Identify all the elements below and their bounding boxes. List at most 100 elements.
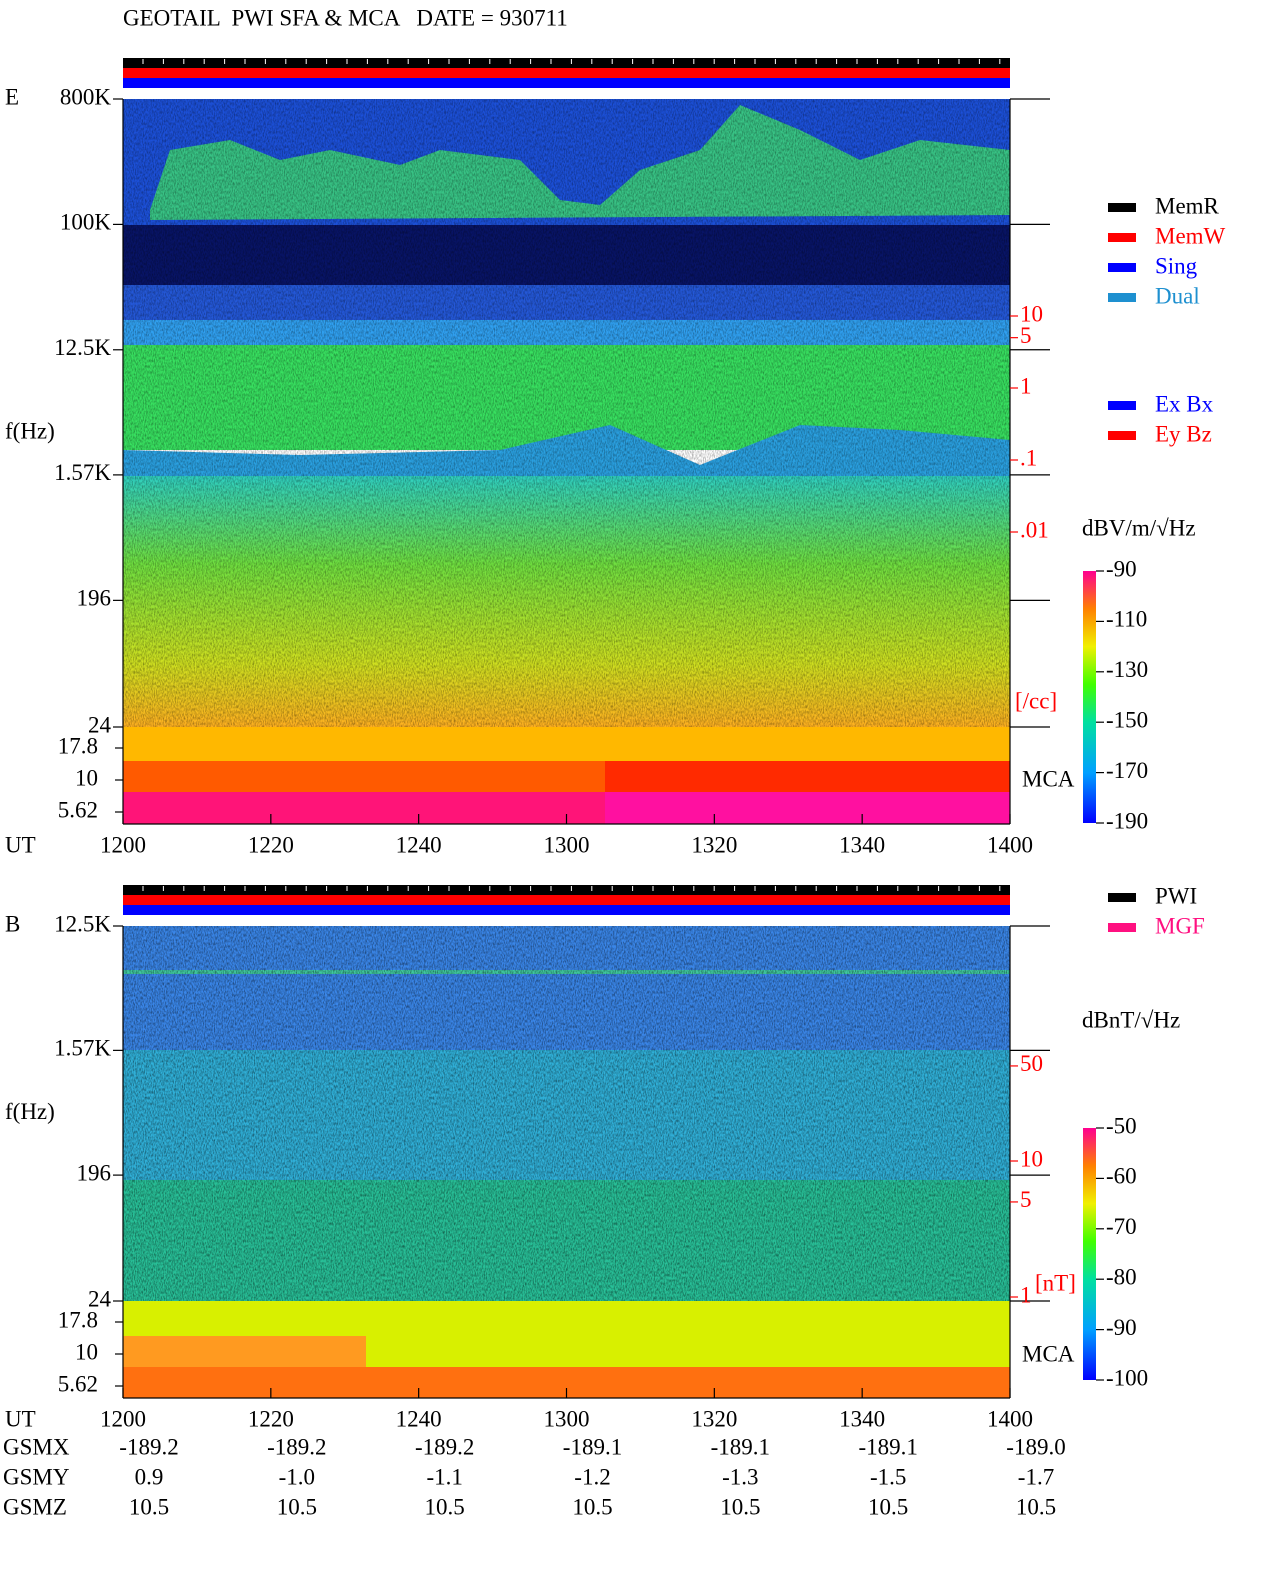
orbit-value: -1.2 <box>574 1464 610 1489</box>
legend-label: Sing <box>1155 253 1198 278</box>
y-tick-label: 24 <box>88 1286 112 1311</box>
y-axis-label: f(Hz) <box>5 418 55 443</box>
x-tick-label: 1340 <box>839 1406 885 1431</box>
side-tick-label: 50 <box>1020 1051 1043 1076</box>
y-tick-label: 196 <box>77 1160 112 1185</box>
side-unit: [nT] <box>1035 1270 1076 1295</box>
orbit-value: -1.3 <box>722 1464 758 1489</box>
legend-swatch <box>1108 401 1136 410</box>
mca-tick-label: 10 <box>75 1339 98 1364</box>
x-axis-label: UT <box>5 832 36 857</box>
colorbar-tick-label: -90 <box>1106 1315 1137 1340</box>
legend-label: MGF <box>1155 913 1205 938</box>
legend-swatch <box>1108 203 1136 212</box>
panel-label: E <box>5 84 19 109</box>
x-tick-label: 1240 <box>396 832 442 857</box>
y-tick-label: 800K <box>60 84 112 109</box>
x-tick-label: 1340 <box>839 832 885 857</box>
mca-tick-label: 5.62 <box>58 1371 98 1396</box>
x-tick-label: 1220 <box>248 1406 294 1431</box>
legend-swatch <box>1108 893 1136 902</box>
colorbar-tick-label: -170 <box>1106 758 1148 783</box>
y-tick-label: 196 <box>77 586 112 611</box>
orbit-label: GSMY <box>3 1464 70 1489</box>
orbit-label: GSMZ <box>3 1494 67 1519</box>
legend-label: PWI <box>1155 883 1197 908</box>
status-bar <box>123 885 1010 895</box>
orbit-value: -189.2 <box>415 1434 474 1459</box>
colorbar-unit: dBV/m/√Hz <box>1082 515 1196 540</box>
x-axis-label: UT <box>5 1406 36 1431</box>
x-tick-label: 1300 <box>544 832 590 857</box>
orbit-value: -189.2 <box>119 1434 178 1459</box>
x-tick-label: 1200 <box>100 832 146 857</box>
y-tick-label: 1.57K <box>54 460 111 485</box>
mca-label: MCA <box>1022 1341 1075 1366</box>
status-bar <box>123 68 1010 78</box>
side-tick-label: 10 <box>1020 1146 1043 1171</box>
orbit-value: -1.0 <box>279 1464 315 1489</box>
side-tick-label: 5 <box>1020 1187 1032 1212</box>
side-tick-label: 1 <box>1020 373 1032 398</box>
mca-tick-label: 5.62 <box>58 797 98 822</box>
colorbar-tick-label: -90 <box>1106 556 1137 581</box>
legend-swatch <box>1108 923 1136 932</box>
orbit-value: 10.5 <box>425 1494 465 1519</box>
orbit-value: 10.5 <box>1016 1494 1056 1519</box>
orbit-value: -189.1 <box>858 1434 917 1459</box>
status-bar <box>123 78 1010 88</box>
side-tick-label: .1 <box>1020 445 1037 470</box>
x-tick-label: 1220 <box>248 832 294 857</box>
x-tick-label: 1320 <box>691 1406 737 1431</box>
colorbar-tick-label: -110 <box>1106 607 1147 632</box>
orbit-value: -189.1 <box>563 1434 622 1459</box>
y-tick-label: 12.5K <box>54 335 111 360</box>
colorbar-tick-label: -130 <box>1106 657 1148 682</box>
legend-label: MemR <box>1155 193 1220 218</box>
orbit-value: -189.2 <box>267 1434 326 1459</box>
colorbar-tick-label: -60 <box>1106 1164 1137 1189</box>
x-tick-label: 1320 <box>691 832 737 857</box>
side-tick-label: 5 <box>1020 323 1032 348</box>
orbit-value: -1.7 <box>1018 1464 1054 1489</box>
legend-label: Dual <box>1155 283 1200 308</box>
orbit-value: -1.5 <box>870 1464 906 1489</box>
orbit-value: -189.1 <box>711 1434 770 1459</box>
y-tick-label: 12.5K <box>54 911 111 936</box>
y-tick-label: 24 <box>88 712 112 737</box>
colorbar-tick-label: -50 <box>1106 1113 1137 1138</box>
side-tick-label: 1 <box>1020 1282 1032 1307</box>
orbit-value: 10.5 <box>129 1494 169 1519</box>
legend-swatch <box>1108 431 1136 440</box>
mca-tick-label: 17.8 <box>58 1307 98 1332</box>
mca-label: MCA <box>1022 766 1075 791</box>
orbit-value: 0.9 <box>135 1464 164 1489</box>
orbit-value: -1.1 <box>426 1464 462 1489</box>
title: GEOTAIL PWI SFA & MCA DATE = 930711 <box>123 5 568 30</box>
orbit-value: 10.5 <box>572 1494 612 1519</box>
x-tick-label: 1300 <box>544 1406 590 1431</box>
orbit-value: -189.0 <box>1006 1434 1065 1459</box>
spectrogram-b <box>123 926 1010 1398</box>
status-bar <box>123 58 1010 68</box>
colorbar-unit: dBnT/√Hz <box>1082 1007 1180 1032</box>
colorbar-tick-label: -80 <box>1106 1264 1137 1289</box>
mca-tick-label: 10 <box>75 765 98 790</box>
side-tick-label: 10 <box>1020 301 1043 326</box>
legend-swatch <box>1108 233 1136 242</box>
legend-label: Ey Bz <box>1155 421 1212 446</box>
x-tick-label: 1240 <box>396 1406 442 1431</box>
colorbar-e <box>1083 571 1096 823</box>
side-unit: [/cc] <box>1015 688 1057 713</box>
status-bar <box>123 895 1010 905</box>
colorbar-tick-label: -100 <box>1106 1365 1148 1390</box>
legend-swatch <box>1108 263 1136 272</box>
legend-label: Ex Bx <box>1155 391 1214 416</box>
legend-swatch <box>1108 293 1136 302</box>
orbit-value: 10.5 <box>868 1494 908 1519</box>
y-tick-label: 1.57K <box>54 1036 111 1061</box>
colorbar-tick-label: -70 <box>1106 1214 1137 1239</box>
y-axis-label: f(Hz) <box>5 1099 55 1124</box>
